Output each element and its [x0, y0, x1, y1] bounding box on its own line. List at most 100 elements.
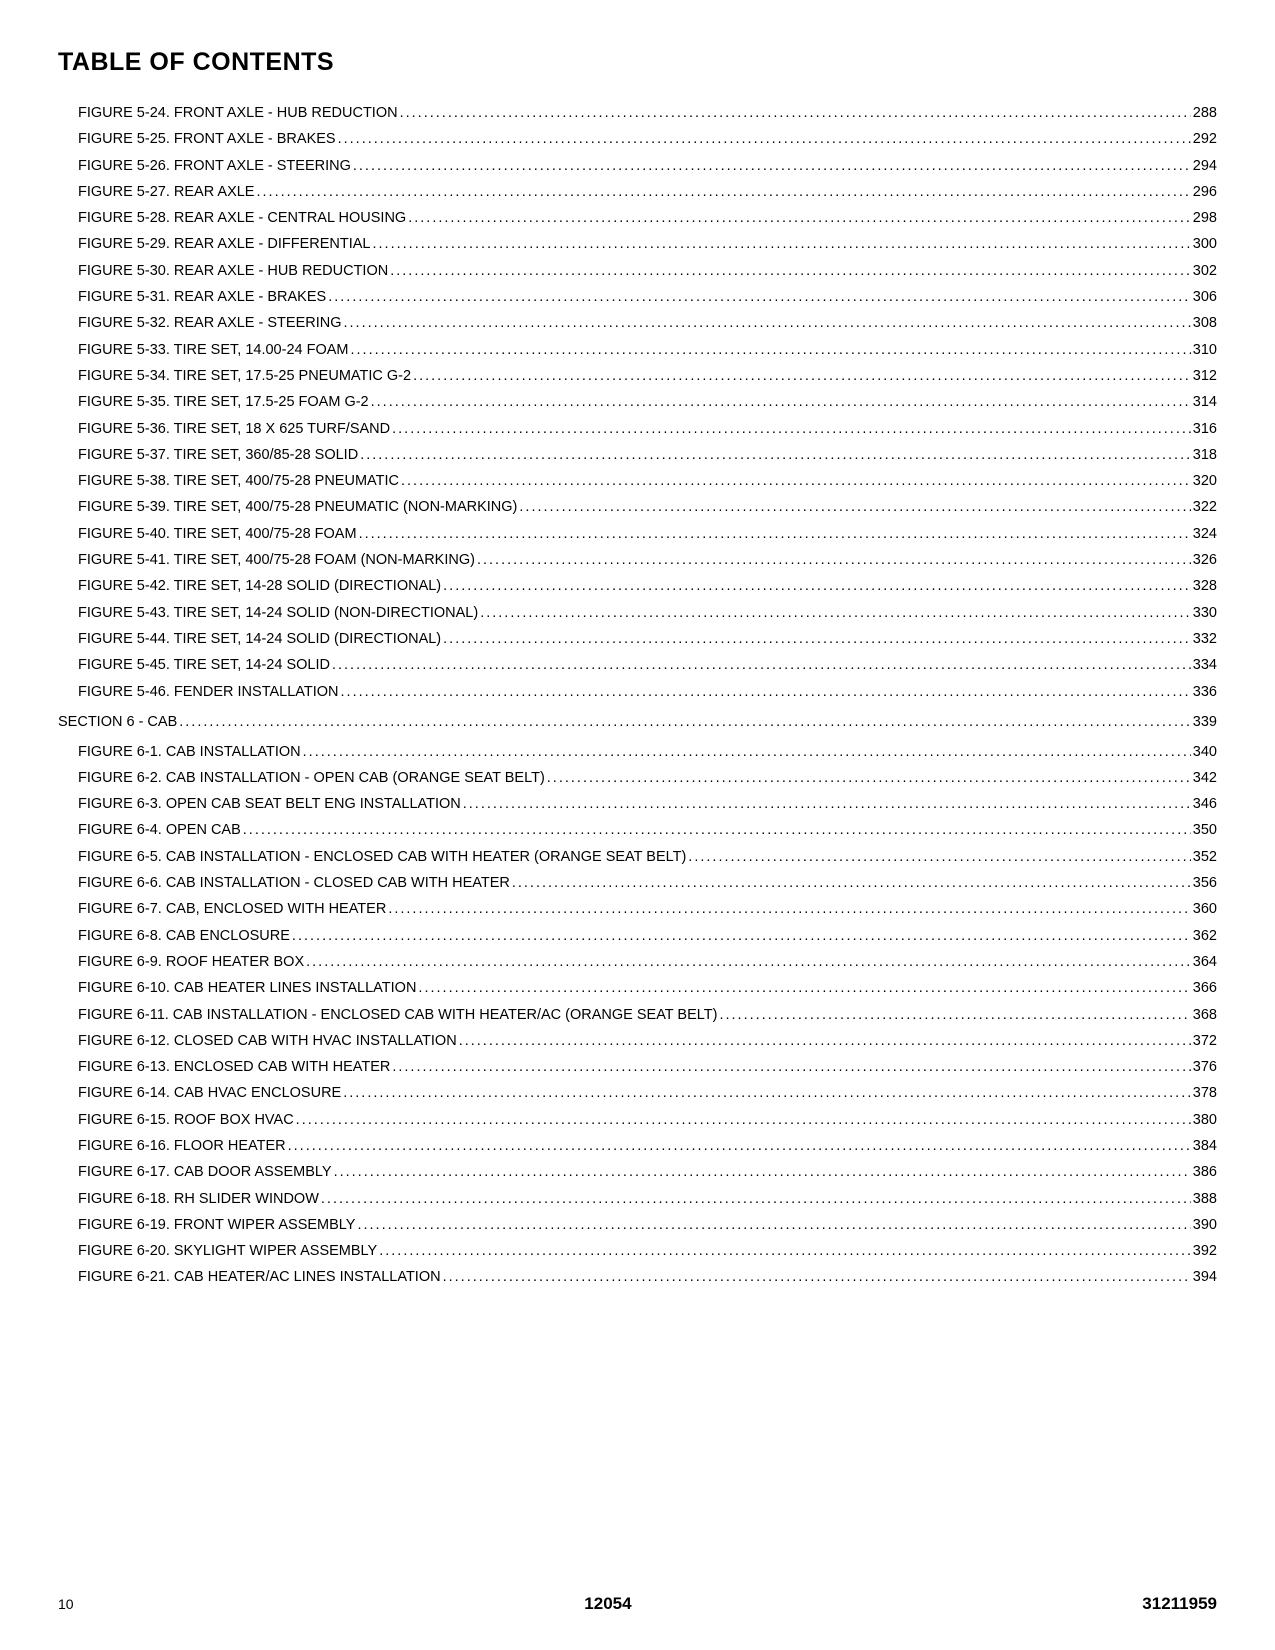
toc-entry: FIGURE 6-12. CLOSED CAB WITH HVAC INSTAL…	[58, 1033, 1217, 1049]
toc-entry-label: FIGURE 6-17. CAB DOOR ASSEMBLY	[78, 1164, 332, 1180]
toc-entry-leader	[321, 1191, 1191, 1207]
toc-entry: FIGURE 5-39. TIRE SET, 400/75-28 PNEUMAT…	[58, 499, 1217, 515]
toc-entry-page: 339	[1193, 714, 1217, 730]
toc-entry-leader	[388, 901, 1190, 917]
toc-entry-label: FIGURE 5-29. REAR AXLE - DIFFERENTIAL	[78, 236, 371, 252]
toc-entry-page: 298	[1193, 210, 1217, 226]
toc-entry-label: FIGURE 6-6. CAB INSTALLATION - CLOSED CA…	[78, 875, 510, 891]
toc-entry: FIGURE 5-24. FRONT AXLE - HUB REDUCTION …	[58, 105, 1217, 121]
toc-entry-page: 310	[1193, 342, 1217, 358]
toc-entry: FIGURE 5-33. TIRE SET, 14.00-24 FOAM 310	[58, 342, 1217, 358]
toc-entry-leader	[303, 744, 1191, 760]
toc-entry-label: FIGURE 5-38. TIRE SET, 400/75-28 PNEUMAT…	[78, 473, 399, 489]
toc-entry-leader	[392, 1059, 1190, 1075]
toc-entry: FIGURE 6-10. CAB HEATER LINES INSTALLATI…	[58, 980, 1217, 996]
toc-entry: FIGURE 5-34. TIRE SET, 17.5-25 PNEUMATIC…	[58, 368, 1217, 384]
toc-entry-leader	[292, 928, 1191, 944]
toc-entry-label: FIGURE 5-44. TIRE SET, 14-24 SOLID (DIRE…	[78, 631, 441, 647]
toc-entry-label: FIGURE 6-13. ENCLOSED CAB WITH HEATER	[78, 1059, 390, 1075]
toc-entry-label: FIGURE 5-25. FRONT AXLE - BRAKES	[78, 131, 336, 147]
toc-entry-page: 384	[1193, 1138, 1217, 1154]
toc-entry-page: 324	[1193, 526, 1217, 542]
toc-entry-page: 342	[1193, 770, 1217, 786]
toc-entry-leader	[379, 1243, 1191, 1259]
toc-entry: FIGURE 5-31. REAR AXLE - BRAKES306	[58, 289, 1217, 305]
toc-entry-label: FIGURE 6-9. ROOF HEATER BOX	[78, 954, 304, 970]
toc-entry-label: FIGURE 5-45. TIRE SET, 14-24 SOLID	[78, 657, 330, 673]
toc-entry-page: 322	[1193, 499, 1217, 515]
toc-entry: FIGURE 5-46. FENDER INSTALLATION 336	[58, 684, 1217, 700]
toc-entry-page: 320	[1193, 473, 1217, 489]
toc-entry: FIGURE 6-20. SKYLIGHT WIPER ASSEMBLY 392	[58, 1243, 1217, 1259]
toc-entry-label: FIGURE 6-10. CAB HEATER LINES INSTALLATI…	[78, 980, 416, 996]
toc-entry-leader	[359, 526, 1191, 542]
toc-entry: FIGURE 6-3. OPEN CAB SEAT BELT ENG INSTA…	[58, 796, 1217, 812]
toc-entry-label: FIGURE 6-7. CAB, ENCLOSED WITH HEATER	[78, 901, 386, 917]
toc-entry-page: 376	[1193, 1059, 1217, 1075]
toc-entry: FIGURE 5-41. TIRE SET, 400/75-28 FOAM (N…	[58, 552, 1217, 568]
toc-entry: FIGURE 6-4. OPEN CAB350	[58, 822, 1217, 838]
toc-entry-page: 330	[1193, 605, 1217, 621]
toc-entry-label: SECTION 6 - CAB	[58, 714, 177, 730]
toc-entry-label: FIGURE 5-35. TIRE SET, 17.5-25 FOAM G-2	[78, 394, 369, 410]
toc-entry-page: 300	[1193, 236, 1217, 252]
toc-entry-leader	[338, 131, 1191, 147]
toc-entry-leader	[328, 289, 1191, 305]
toc-entry-page: 346	[1193, 796, 1217, 812]
toc-entry-page: 368	[1193, 1007, 1217, 1023]
toc-entry-label: FIGURE 5-30. REAR AXLE - HUB REDUCTION	[78, 263, 388, 279]
toc-entry-leader	[344, 315, 1191, 331]
toc-entry-leader	[459, 1033, 1191, 1049]
toc-entry: FIGURE 5-38. TIRE SET, 400/75-28 PNEUMAT…	[58, 473, 1217, 489]
toc-entry-page: 394	[1193, 1269, 1217, 1285]
toc-entry-leader	[443, 578, 1191, 594]
toc-entry: FIGURE 6-16. FLOOR HEATER384	[58, 1138, 1217, 1154]
toc-entry-page: 392	[1193, 1243, 1217, 1259]
toc-entry-page: 334	[1193, 657, 1217, 673]
toc-entry-page: 296	[1193, 184, 1217, 200]
toc-entry-leader	[334, 1164, 1191, 1180]
toc-entry-leader	[413, 368, 1191, 384]
toc-entry-page: 318	[1193, 447, 1217, 463]
toc-entry-leader	[463, 796, 1191, 812]
toc-entry-label: FIGURE 5-46. FENDER INSTALLATION	[78, 684, 339, 700]
toc-entry-label: FIGURE 6-21. CAB HEATER/AC LINES INSTALL…	[78, 1269, 441, 1285]
toc-entry: FIGURE 6-11. CAB INSTALLATION - ENCLOSED…	[58, 1007, 1217, 1023]
footer-page-number: 10	[58, 1596, 74, 1612]
toc-entry-page: 390	[1193, 1217, 1217, 1233]
toc-entry-page: 328	[1193, 578, 1217, 594]
toc-entry-leader	[179, 714, 1191, 730]
toc-entry-label: FIGURE 5-41. TIRE SET, 400/75-28 FOAM (N…	[78, 552, 475, 568]
toc-entry-leader	[400, 105, 1191, 121]
toc-entry: FIGURE 5-36. TIRE SET, 18 X 625 TURF/SAN…	[58, 421, 1217, 437]
toc-entry-leader	[357, 1217, 1190, 1233]
toc-entry-leader	[547, 770, 1191, 786]
toc-entry-label: FIGURE 6-12. CLOSED CAB WITH HVAC INSTAL…	[78, 1033, 457, 1049]
toc-entry-label: FIGURE 5-37. TIRE SET, 360/85-28 SOLID	[78, 447, 358, 463]
toc-entry-label: FIGURE 5-43. TIRE SET, 14-24 SOLID (NON-…	[78, 605, 478, 621]
toc-entry-leader	[477, 552, 1191, 568]
toc-entry-page: 360	[1193, 901, 1217, 917]
toc-entry-label: FIGURE 6-20. SKYLIGHT WIPER ASSEMBLY	[78, 1243, 377, 1259]
toc-container: FIGURE 5-24. FRONT AXLE - HUB REDUCTION …	[58, 105, 1217, 1285]
toc-entry-page: 362	[1193, 928, 1217, 944]
page-footer: 10 12054 31211959	[58, 1594, 1217, 1614]
toc-entry-leader	[519, 499, 1190, 515]
toc-entry-leader	[443, 1269, 1191, 1285]
toc-entry-page: 356	[1193, 875, 1217, 891]
toc-entry-page: 336	[1193, 684, 1217, 700]
toc-entry: FIGURE 6-17. CAB DOOR ASSEMBLY 386	[58, 1164, 1217, 1180]
toc-entry: FIGURE 6-15. ROOF BOX HVAC380	[58, 1112, 1217, 1128]
toc-entry: FIGURE 6-5. CAB INSTALLATION - ENCLOSED …	[58, 849, 1217, 865]
toc-entry: FIGURE 6-19. FRONT WIPER ASSEMBLY 390	[58, 1217, 1217, 1233]
toc-entry-label: FIGURE 6-19. FRONT WIPER ASSEMBLY	[78, 1217, 355, 1233]
toc-entry-page: 378	[1193, 1085, 1217, 1101]
toc-entry-page: 314	[1193, 394, 1217, 410]
toc-entry: FIGURE 5-37. TIRE SET, 360/85-28 SOLID 31…	[58, 447, 1217, 463]
toc-entry-page: 350	[1193, 822, 1217, 838]
toc-entry: FIGURE 6-13. ENCLOSED CAB WITH HEATER 376	[58, 1059, 1217, 1075]
toc-entry-page: 340	[1193, 744, 1217, 760]
toc-entry-leader	[332, 657, 1191, 673]
toc-entry-label: FIGURE 5-33. TIRE SET, 14.00-24 FOAM	[78, 342, 349, 358]
toc-entry: FIGURE 5-30. REAR AXLE - HUB REDUCTION 3…	[58, 263, 1217, 279]
